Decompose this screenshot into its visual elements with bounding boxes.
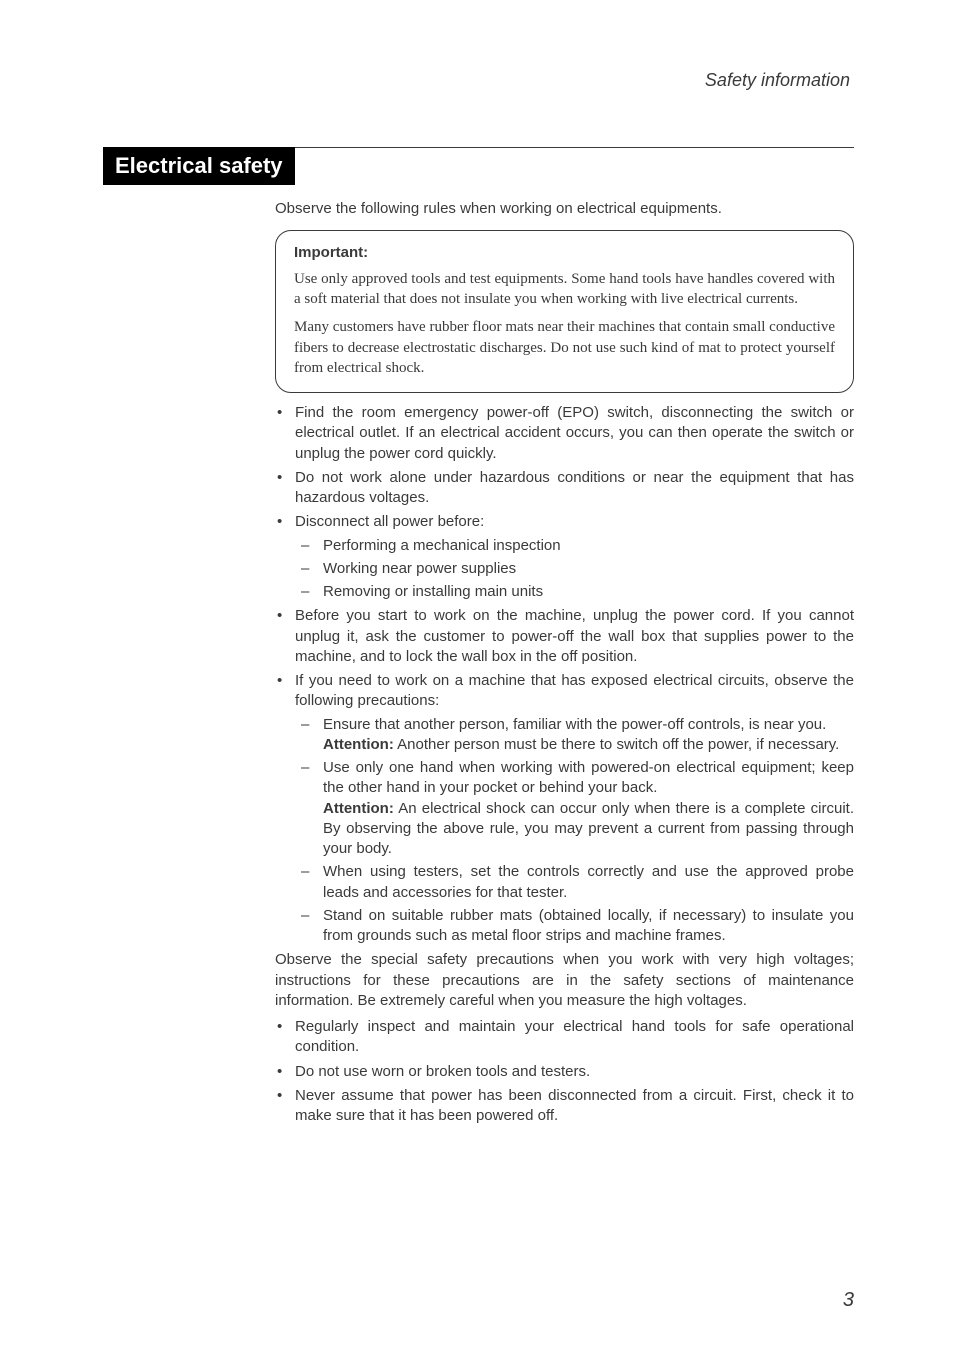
bullet-item: Disconnect all power before: Performing … bbox=[275, 512, 854, 602]
intro-text: Observe the following rules when working… bbox=[275, 199, 854, 219]
bullet-text: If you need to work on a machine that ha… bbox=[295, 672, 854, 709]
dash-item: Working near power supplies bbox=[295, 559, 854, 579]
important-callout: Important: Use only approved tools and t… bbox=[275, 230, 854, 394]
section-title: Electrical safety bbox=[103, 147, 295, 185]
dash-item: Ensure that another person, familiar wit… bbox=[295, 715, 854, 756]
attention-text: Another person must be there to switch o… bbox=[394, 736, 840, 753]
body-content: Observe the following rules when working… bbox=[275, 199, 854, 1126]
bullet-item: If you need to work on a machine that ha… bbox=[275, 671, 854, 946]
mid-paragraph: Observe the special safety precautions w… bbox=[275, 950, 854, 1011]
bullet-item: Never assume that power has been disconn… bbox=[275, 1086, 854, 1127]
bullet-item: Do not use worn or broken tools and test… bbox=[275, 1062, 854, 1082]
dash-text: Ensure that another person, familiar wit… bbox=[323, 716, 826, 733]
bullet-item: Do not work alone under hazardous condit… bbox=[275, 468, 854, 509]
dash-item: Stand on suitable rubber mats (obtained … bbox=[295, 906, 854, 947]
dash-item: When using testers, set the controls cor… bbox=[295, 862, 854, 903]
dash-text: Use only one hand when working with powe… bbox=[323, 759, 854, 796]
callout-paragraph: Use only approved tools and test equipme… bbox=[294, 269, 835, 310]
bullet-item: Find the room emergency power-off (EPO) … bbox=[275, 403, 854, 464]
dash-item: Performing a mechanical inspection bbox=[295, 536, 854, 556]
bullet-list-primary: Find the room emergency power-off (EPO) … bbox=[275, 403, 854, 946]
callout-paragraph: Many customers have rubber floor mats ne… bbox=[294, 317, 835, 378]
dash-item: Removing or installing main units bbox=[295, 582, 854, 602]
attention-label: Attention: bbox=[323, 736, 394, 753]
page: Safety information Electrical safety Obs… bbox=[0, 0, 954, 1354]
bullet-item: Before you start to work on the machine,… bbox=[275, 606, 854, 667]
attention-note: Attention: An electrical shock can occur… bbox=[323, 799, 854, 860]
bullet-text: Disconnect all power before: bbox=[295, 513, 484, 530]
running-head: Safety information bbox=[105, 70, 854, 91]
attention-note: Attention: Another person must be there … bbox=[323, 735, 854, 755]
attention-label: Attention: bbox=[323, 800, 394, 817]
dash-sublist: Performing a mechanical inspection Worki… bbox=[295, 536, 854, 603]
dash-item: Use only one hand when working with powe… bbox=[295, 758, 854, 859]
callout-title: Important: bbox=[294, 243, 835, 263]
attention-text: An electrical shock can occur only when … bbox=[323, 800, 854, 858]
bullet-list-secondary: Regularly inspect and maintain your elec… bbox=[275, 1017, 854, 1126]
dash-sublist: Ensure that another person, familiar wit… bbox=[295, 715, 854, 947]
bullet-item: Regularly inspect and maintain your elec… bbox=[275, 1017, 854, 1058]
page-number: 3 bbox=[843, 1289, 854, 1312]
